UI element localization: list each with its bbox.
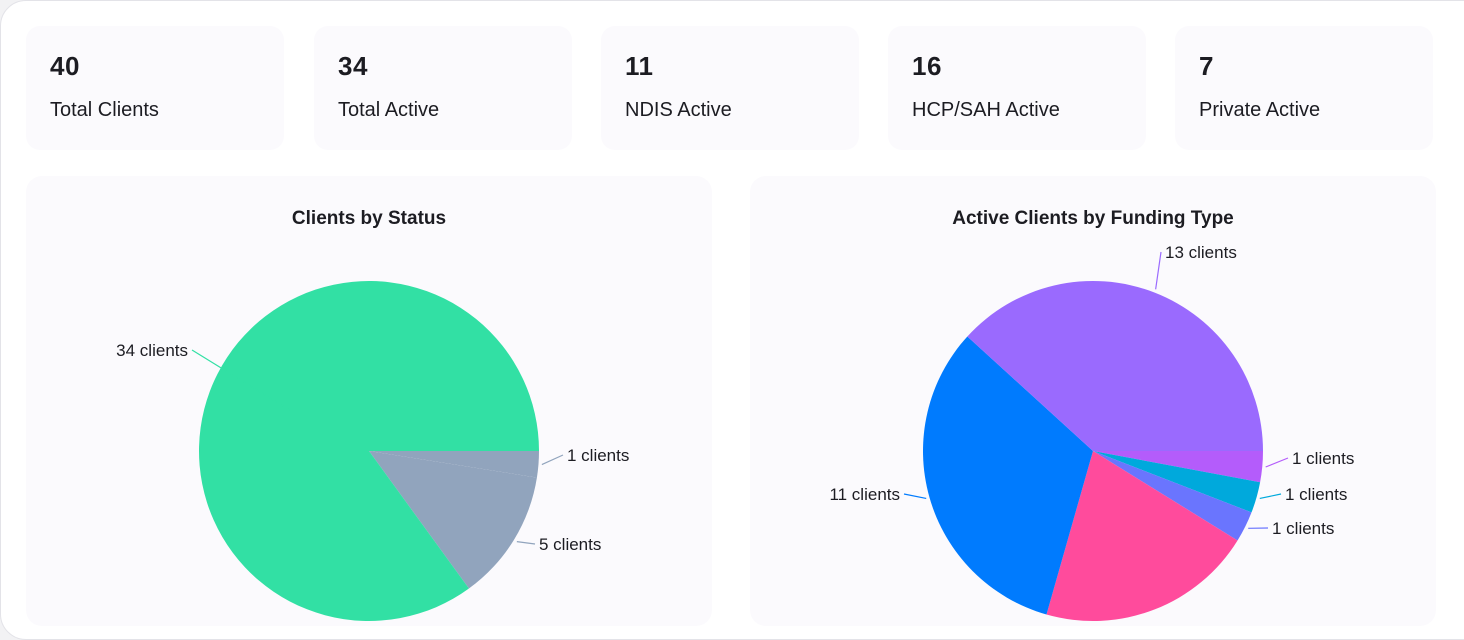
slice-label-leader (1266, 458, 1288, 467)
clients-by-status-card: Clients by Status 34 clients 5 clients 1 c… (26, 176, 712, 626)
stat-label: HCP/SAH Active (912, 97, 1060, 123)
stat-value: 16 (912, 51, 942, 81)
slice-label: 11 clients (829, 485, 900, 504)
funding-type-card: Active Clients by Funding Type 13 client… (750, 176, 1436, 626)
stat-value: 7 (1199, 51, 1214, 81)
chart-title: Active Clients by Funding Type (952, 208, 1234, 229)
slice-label-leader (904, 494, 926, 498)
stat-value: 40 (50, 51, 80, 81)
slice-label: 1 clients (1272, 519, 1334, 538)
clients-by-status-chart: Clients by Status 34 clients 5 clients 1 c… (26, 176, 712, 626)
stat-card-hcp-sah-active: 16 HCP/SAH Active (888, 26, 1146, 150)
slice-label: 34 clients (116, 341, 188, 360)
stat-card-total-active: 34 Total Active (314, 26, 572, 150)
stat-label: Total Clients (50, 97, 159, 123)
stat-value: 34 (338, 51, 368, 81)
stat-label: Private Active (1199, 97, 1320, 123)
slice-label-leader (517, 542, 535, 544)
slice-label-leader (1260, 494, 1281, 498)
stat-card-total-clients: 40 Total Clients (26, 26, 284, 150)
stat-label: Total Active (338, 97, 439, 123)
slice-label-leader (1156, 252, 1161, 289)
slice-label: 1 clients (1292, 449, 1354, 468)
funding-type-chart: Active Clients by Funding Type 13 client… (750, 176, 1436, 626)
slice-label: 13 clients (1165, 243, 1237, 262)
stat-card-private-active: 7 Private Active (1175, 26, 1433, 150)
slice-label: 1 clients (1285, 485, 1347, 504)
stat-value: 11 (625, 51, 654, 81)
stat-label: NDIS Active (625, 97, 732, 123)
slice-label-leader (542, 455, 563, 465)
slice-label: 1 clients (567, 446, 629, 465)
chart-title: Clients by Status (292, 208, 446, 229)
stat-card-ndis-active: 11 NDIS Active (601, 26, 859, 150)
slice-label: 5 clients (539, 535, 601, 554)
